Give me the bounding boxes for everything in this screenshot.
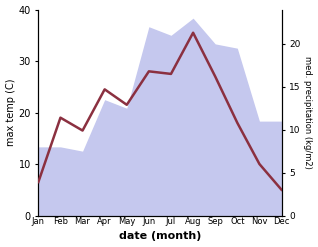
X-axis label: date (month): date (month): [119, 231, 201, 242]
Y-axis label: max temp (C): max temp (C): [5, 79, 16, 146]
Y-axis label: med. precipitation (kg/m2): med. precipitation (kg/m2): [303, 56, 313, 169]
